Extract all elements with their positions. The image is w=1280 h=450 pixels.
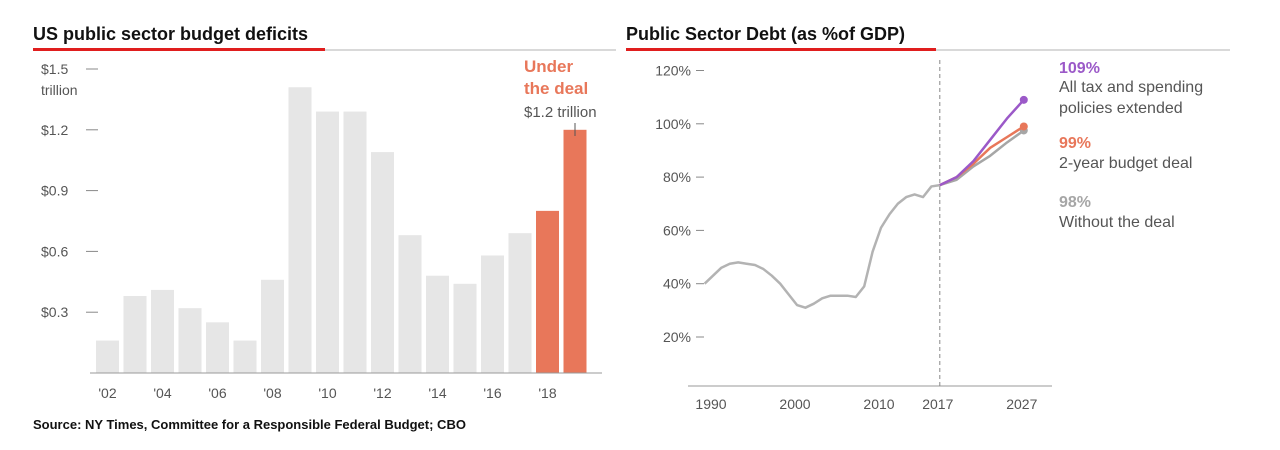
series-name-label: All tax and spending — [1059, 79, 1203, 96]
x-tick-label: 2010 — [863, 396, 894, 412]
x-tick-label: '12 — [373, 385, 391, 401]
annotation-deal: the deal — [524, 79, 588, 98]
x-tick-label: 2017 — [922, 396, 953, 412]
projection-line-3 — [939, 129, 1025, 187]
bar-2010 — [316, 111, 339, 373]
annotation-value: $1.2 trillion — [524, 104, 597, 121]
bar-2019 — [563, 129, 587, 373]
bar-2006 — [206, 322, 229, 373]
y-tick-label: 100% — [655, 116, 691, 132]
bar-2015 — [453, 283, 477, 373]
y-tick-label: 40% — [663, 276, 691, 292]
bar-2014 — [426, 275, 449, 373]
series-name-label: 2-year budget deal — [1059, 155, 1192, 172]
y-tick-label: $1.2 — [41, 122, 68, 138]
bar-2005 — [178, 308, 202, 373]
projection-endpoint-1 — [1019, 95, 1028, 104]
x-tick-label: '14 — [428, 385, 446, 401]
bar-2008 — [261, 279, 284, 373]
debt-chart-title: Public Sector Debt (as %of GDP) — [626, 24, 906, 44]
x-tick-label: 2000 — [779, 396, 810, 412]
y-tick-label: 20% — [663, 329, 691, 345]
bar-2009 — [288, 87, 312, 374]
x-tick-label: '02 — [98, 385, 116, 401]
y-tick-label: $0.3 — [41, 304, 68, 320]
projection-line-2 — [939, 125, 1025, 187]
bar-2012 — [371, 152, 394, 373]
annotation-under: Under — [524, 57, 574, 76]
debt-gdp-panel: Public Sector Debt (as %of GDP) 120% 100%… — [622, 0, 1280, 450]
y-tick-label: 120% — [655, 63, 691, 79]
bar-2018 — [536, 210, 559, 373]
bar-2007 — [233, 340, 257, 373]
x-tick-label: '16 — [483, 385, 501, 401]
title-accent-rule — [626, 48, 936, 51]
debt-line-chart: 120% 100% 80% 60% 40% 20% 1990 2000 2010 2017 2027… — [655, 60, 1203, 412]
bar-2002 — [96, 340, 119, 373]
deficit-bar-chart: $1.5 $1.2 $0.9 $0.6 $0.3 trillion '02 '04 '06 '08… — [41, 57, 602, 401]
y-tick-label: $0.6 — [41, 243, 68, 259]
y-tick-label: 80% — [663, 169, 691, 185]
bar-2004 — [151, 289, 174, 373]
title-accent-rule — [33, 48, 325, 51]
x-tick-label: '06 — [208, 385, 226, 401]
series-name-label: Without the deal — [1059, 214, 1175, 231]
bar-2011 — [343, 111, 367, 373]
y-tick-label: $0.9 — [41, 183, 68, 199]
bar-2017 — [508, 233, 532, 373]
source-note: Source: NY Times, Committee for a Respon… — [33, 417, 466, 432]
x-tick-label: 2027 — [1006, 396, 1037, 412]
budget-deficit-panel: US public sector budget deficits $1.5 $1.… — [0, 0, 620, 450]
series-name-label: policies extended — [1059, 100, 1183, 117]
y-unit-label: trillion — [41, 82, 78, 98]
projection-line-1 — [939, 98, 1025, 187]
projection-endpoint-2 — [1019, 122, 1028, 131]
bar-2003 — [123, 295, 147, 373]
y-tick-label: $1.5 — [41, 61, 68, 77]
deficit-chart-title: US public sector budget deficits — [33, 24, 309, 44]
bar-2016 — [481, 255, 504, 373]
x-tick-label: 1990 — [695, 396, 726, 412]
x-tick-label: '18 — [538, 385, 556, 401]
series-value-label: 98% — [1059, 194, 1091, 211]
x-tick-label: '04 — [153, 385, 171, 401]
y-tick-label: 60% — [663, 222, 691, 238]
history-line — [703, 183, 940, 309]
series-value-label: 109% — [1059, 60, 1100, 77]
series-value-label: 99% — [1059, 135, 1091, 152]
x-tick-label: '08 — [263, 385, 281, 401]
bar-2013 — [398, 235, 422, 373]
x-tick-label: '10 — [318, 385, 336, 401]
